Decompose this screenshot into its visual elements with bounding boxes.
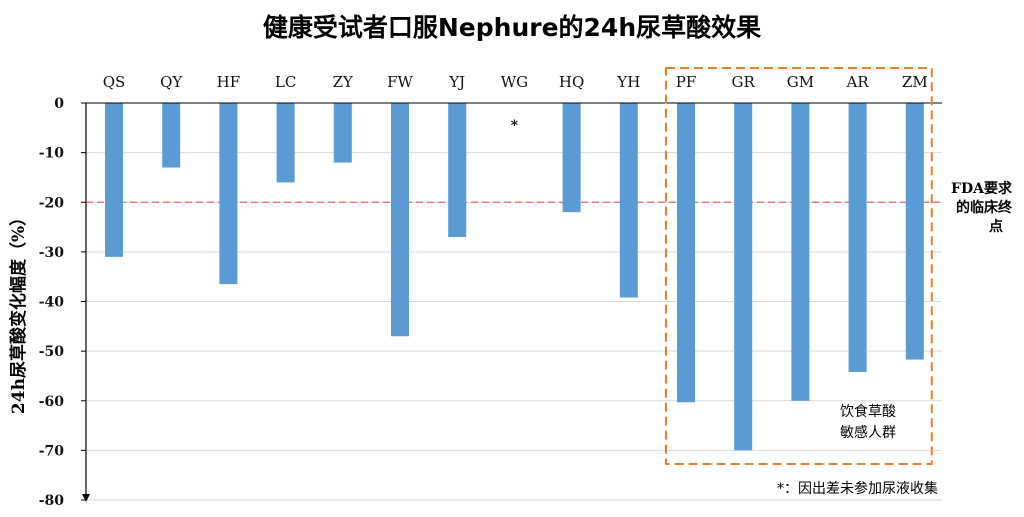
bar <box>848 103 867 372</box>
category-label: YH <box>616 73 640 91</box>
category-label: HF <box>217 73 241 91</box>
y-axis-title: 24h尿草酸变化幅度（%） <box>8 209 29 414</box>
y-tick-label: -30 <box>39 245 65 261</box>
category-label: QY <box>160 73 183 91</box>
category-label: ZY <box>333 73 354 91</box>
category-label: YJ <box>448 73 465 91</box>
bar <box>276 103 295 183</box>
reference-line-label-line: FDA要求 <box>951 180 1013 197</box>
highlight-box <box>665 67 933 465</box>
y-tick-label: -60 <box>39 394 65 410</box>
bar <box>734 103 753 451</box>
chart-title: 健康受试者口服Nephure的24h尿草酸效果 <box>263 13 761 42</box>
category-label: GM <box>787 73 814 91</box>
reference-line-label: FDA要求的临床终点 <box>951 180 1013 235</box>
bar <box>162 103 181 168</box>
bar <box>391 103 409 337</box>
bar <box>105 103 123 257</box>
missing-data-marker: * <box>511 118 519 134</box>
bar <box>333 103 352 163</box>
y-tick-label: -70 <box>39 443 65 459</box>
category-label: FW <box>387 73 413 91</box>
bar <box>619 103 638 298</box>
y-tick-label: -10 <box>39 146 65 162</box>
reference-line-label-line: 的临床终 <box>956 199 1013 216</box>
bar <box>905 103 924 360</box>
reference-line-group: FDA要求的临床终点 <box>86 180 1013 235</box>
highlight-group-label-line: 饮食草酸 <box>840 403 896 420</box>
category-label: GR <box>732 73 756 91</box>
highlight-group-label-line: 敏感人群 <box>840 424 896 441</box>
footnote: *：因出差未参加尿液收集 <box>777 480 938 497</box>
category-label: HQ <box>559 73 584 91</box>
category-label: WG <box>501 73 528 91</box>
bar <box>677 103 695 403</box>
y-tick-label: -40 <box>39 295 65 311</box>
bar <box>448 103 467 237</box>
category-label: QS <box>103 73 126 91</box>
bar <box>562 103 581 213</box>
y-tick-label: -50 <box>39 344 65 360</box>
annotations: 饮食草酸敏感人群 *：因出差未参加尿液收集 <box>665 67 938 497</box>
highlight-group-label: 饮食草酸敏感人群 <box>840 403 896 441</box>
category-labels: QS QY HF LC ZY FW YJ WG HQ YH PF GR GM AR ZM <box>103 73 928 91</box>
bar <box>791 103 810 401</box>
bar <box>219 103 238 285</box>
category-label: LC <box>275 73 296 91</box>
y-tick-label: -80 <box>39 493 65 509</box>
y-tick-label: -20 <box>39 195 65 211</box>
bars: * <box>105 103 924 451</box>
category-label: AR <box>846 73 870 91</box>
category-label: ZM <box>902 73 928 91</box>
category-label: PF <box>676 73 697 91</box>
reference-line-label-line: 点 <box>989 218 1003 235</box>
gridlines <box>86 152 942 501</box>
y-axis-arrow <box>82 494 90 502</box>
y-axis: 0 -10 -20 -30 -40 -50 -60 -70 -80 24h尿草酸变化幅度（%） <box>8 96 942 509</box>
y-tick-label: 0 <box>54 96 64 112</box>
